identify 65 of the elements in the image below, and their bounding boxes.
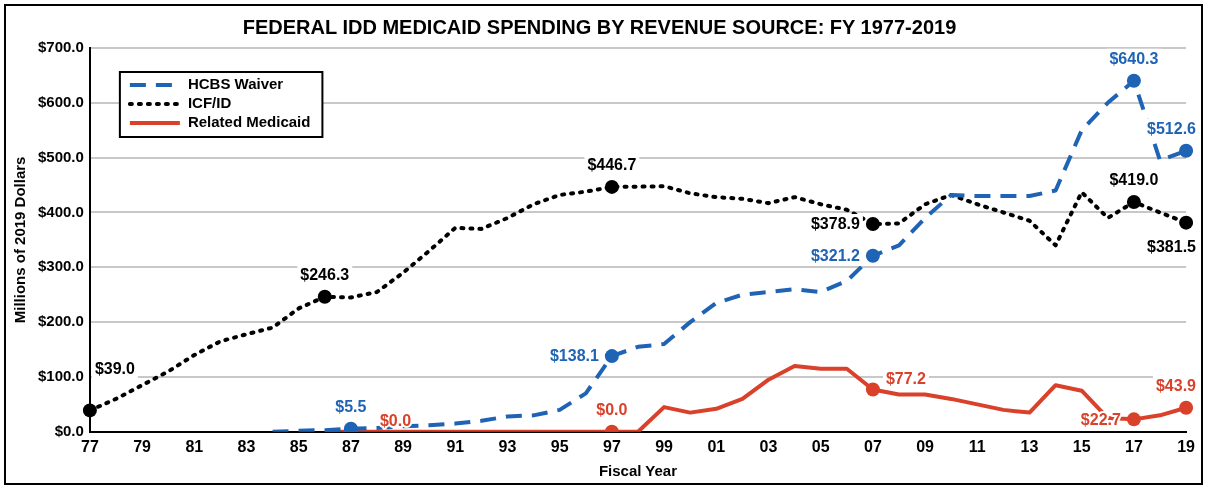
x-tick-label: 05 <box>811 437 830 455</box>
point <box>1126 412 1141 427</box>
x-tick-label: 19 <box>1177 437 1196 455</box>
data-label: $77.2 <box>885 369 927 387</box>
data-label: $0.0 <box>379 412 412 430</box>
x-tick-label: 79 <box>133 437 152 455</box>
data-label: $419.0 <box>1109 171 1159 189</box>
x-tick-label: 87 <box>341 437 360 455</box>
x-tick-label: 97 <box>602 437 621 455</box>
y-tick-label: $0.0 <box>54 421 84 439</box>
y-tick-label: $600.0 <box>37 92 84 110</box>
point <box>1179 215 1194 230</box>
x-tick-label: 13 <box>1020 437 1039 455</box>
x-tick-label: 81 <box>185 437 204 455</box>
data-label: $378.9 <box>810 215 860 233</box>
chart-title: FEDERAL IDD MEDICAID SPENDING BY REVENUE SOURCE: FY 1977-2019 <box>242 15 957 38</box>
y-tick-label: $700.0 <box>37 38 84 56</box>
y-tick-label: $400.0 <box>37 202 84 220</box>
point <box>865 382 880 397</box>
x-tick-label: 11 <box>968 437 986 455</box>
point <box>82 403 97 418</box>
data-label: $640.3 <box>1109 50 1159 68</box>
x-tick-label: 77 <box>80 437 99 455</box>
data-label: $246.3 <box>300 266 350 284</box>
y-tick-label: $100.0 <box>37 367 84 385</box>
point <box>604 179 619 194</box>
y-tick-label: $500.0 <box>37 147 84 165</box>
data-label: $446.7 <box>587 156 637 174</box>
x-tick-label: 85 <box>289 437 308 455</box>
legend-label: HCBS Waiver <box>187 75 284 93</box>
data-label: $22.7 <box>1080 410 1121 428</box>
y-tick-label: $300.0 <box>37 257 84 275</box>
data-label: $512.6 <box>1147 120 1197 138</box>
x-tick-label: 17 <box>1125 437 1143 455</box>
data-label: $0.0 <box>596 401 628 419</box>
x-tick-label: 91 <box>446 437 465 455</box>
data-label: $138.1 <box>549 347 599 365</box>
data-label: $39.0 <box>94 359 136 377</box>
point <box>1179 400 1194 415</box>
x-tick-label: 03 <box>759 437 778 455</box>
data-label: $381.5 <box>1147 238 1197 256</box>
data-label: $5.5 <box>335 398 367 416</box>
x-tick-label: 09 <box>916 437 935 455</box>
y-tick-label: $200.0 <box>37 312 84 330</box>
legend-label: ICF/ID <box>187 94 232 112</box>
x-tick-label: 83 <box>237 437 256 455</box>
x-axis-title: Fiscal Year <box>598 462 678 480</box>
point <box>865 248 880 263</box>
x-tick-label: 95 <box>550 437 569 455</box>
x-tick-label: 93 <box>498 437 517 455</box>
x-tick-label: 15 <box>1072 437 1091 455</box>
point <box>1179 143 1194 158</box>
point <box>317 289 332 304</box>
y-axis-title: Millions of 2019 Dollars <box>11 156 29 324</box>
legend-label: Related Medicaid <box>187 113 311 131</box>
data-label: $321.2 <box>810 247 860 265</box>
point <box>865 217 880 232</box>
x-tick-label: 89 <box>394 437 413 455</box>
point <box>1126 195 1141 210</box>
x-tick-label: 01 <box>707 437 726 455</box>
data-label: $43.9 <box>1155 377 1197 395</box>
x-tick-label: 07 <box>864 437 882 455</box>
x-tick-label: 99 <box>655 437 674 455</box>
point <box>604 349 619 364</box>
point <box>1126 73 1141 88</box>
